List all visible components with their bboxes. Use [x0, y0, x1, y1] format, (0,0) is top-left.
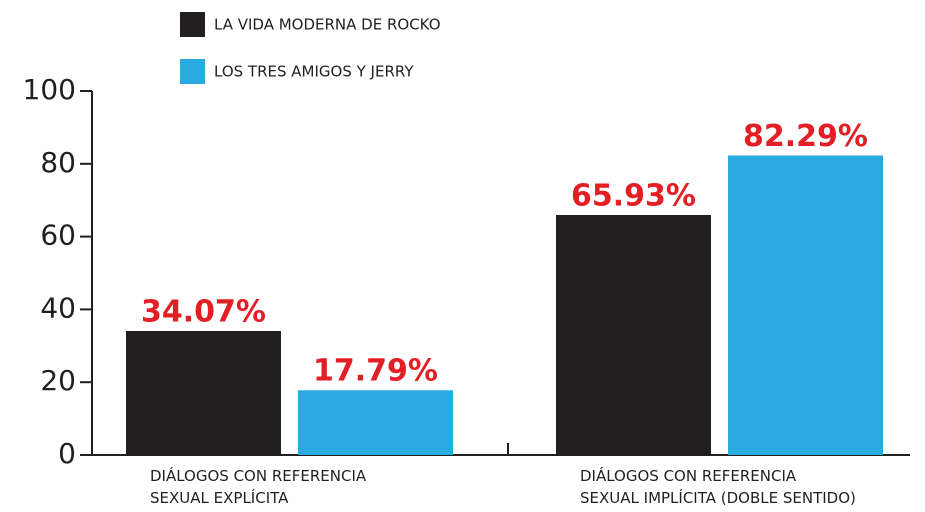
y-tick-label: 40 — [40, 291, 76, 324]
y-tick-label: 60 — [40, 219, 76, 252]
bar — [556, 215, 711, 455]
x-tick-label-line: DIÁLOGOS CON REFERENCIA — [150, 466, 367, 485]
value-label: 17.79% — [313, 354, 438, 389]
legend-label: LOS TRES AMIGOS Y JERRY — [214, 63, 414, 81]
x-tick-label-line: SEXUAL IMPLÍCITA (DOBLE SENTIDO) — [580, 488, 856, 507]
legend-swatch — [180, 59, 205, 84]
value-label: 34.07% — [141, 294, 266, 329]
x-tick-label: DIÁLOGOS CON REFERENCIA SEXUAL IMPLÍCITA … — [580, 466, 856, 507]
bar — [298, 390, 453, 455]
x-tick-label-line: SEXUAL EXPLÍCITA — [150, 488, 289, 507]
y-tick-label: 20 — [40, 364, 76, 397]
bar — [126, 330, 281, 455]
y-tick-label: 100 — [23, 73, 76, 106]
x-tick-label-line: DIÁLOGOS CON REFERENCIA — [580, 466, 797, 485]
value-label: 65.93% — [571, 179, 696, 214]
legend-label: LA VIDA MODERNA DE ROCKO — [214, 16, 441, 34]
value-label: 82.29% — [743, 119, 868, 154]
y-tick-label: 0 — [58, 437, 76, 470]
y-tick-label: 80 — [40, 146, 76, 179]
x-tick-label: DIÁLOGOS CON REFERENCIA SEXUAL EXPLÍCITA — [150, 466, 367, 507]
legend-swatch — [180, 12, 205, 37]
bar — [728, 155, 883, 455]
